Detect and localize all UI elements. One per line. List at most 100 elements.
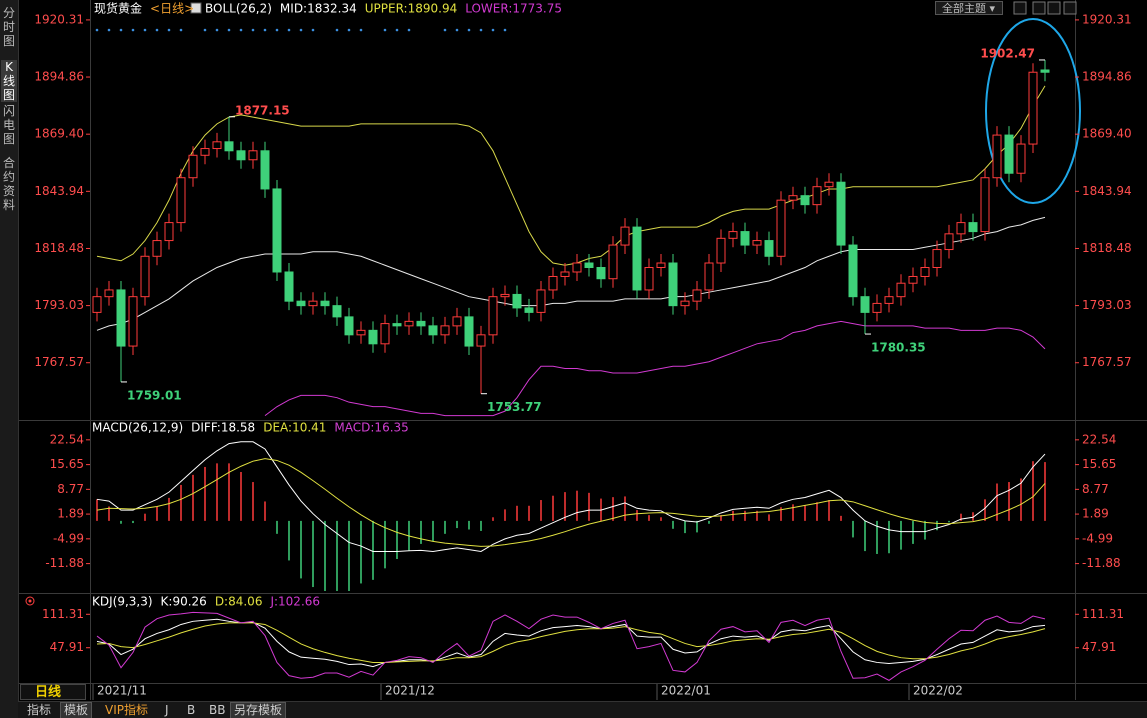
signal-dot — [503, 28, 507, 32]
button[interactable] — [1013, 1, 1027, 15]
y-tick-label: -4.99 — [1082, 531, 1113, 545]
y-tick-label: 15.65 — [1082, 457, 1116, 471]
y-tick-label: 1.89 — [57, 507, 84, 521]
y-tick-label: 1793.03 — [1082, 298, 1132, 312]
candle-body — [944, 233, 954, 251]
signal-dot — [491, 28, 495, 32]
toolbar-tab[interactable]: 模板 — [60, 702, 93, 718]
sidebar-tab[interactable]: 分时图 — [3, 6, 16, 48]
candle-body — [644, 267, 654, 291]
candle-body — [968, 222, 978, 233]
candle-body — [776, 199, 786, 257]
candle-body — [920, 267, 930, 277]
candle-body — [152, 240, 162, 257]
boll-icon[interactable] — [190, 2, 202, 14]
legend-text: D:84.06 — [215, 595, 263, 609]
extreme-label: 1902.47 — [980, 46, 1035, 60]
candle-body — [536, 289, 546, 313]
candle-body — [656, 262, 666, 268]
signal-dot — [227, 28, 231, 32]
toolbar-tab[interactable]: J — [165, 703, 169, 717]
legend-text: 现货黄金 — [94, 1, 142, 16]
y-tick-label: 47.91 — [1082, 640, 1116, 654]
y-tick-label: 22.54 — [50, 432, 84, 446]
indicator-line — [96, 611, 1046, 681]
toolbar-tab[interactable]: BB — [209, 703, 226, 717]
signal-dot — [95, 28, 99, 32]
toolbar-tab[interactable]: 另存模板 — [230, 702, 287, 718]
legend-text: K:90.26 — [161, 595, 207, 609]
candle-body — [440, 325, 450, 336]
candle-body — [632, 226, 642, 291]
candle-body — [332, 305, 342, 318]
legend-text: MACD:16.35 — [334, 421, 408, 435]
y-tick-label: 111.31 — [42, 607, 84, 621]
period-label[interactable]: 日线 — [20, 684, 86, 700]
candle-body — [320, 300, 330, 307]
candle-body — [800, 195, 810, 206]
indicator-line — [96, 622, 1046, 663]
legend-text: LOWER:1773.75 — [465, 2, 562, 16]
top-buttons — [1013, 1, 1077, 15]
candle-body — [1016, 143, 1026, 174]
candle-body — [416, 320, 426, 327]
candle-body — [344, 316, 354, 336]
candle-body — [92, 296, 102, 313]
button[interactable] — [1032, 1, 1046, 15]
candle-body — [188, 154, 198, 179]
extreme-label: 1753.77 — [487, 400, 542, 414]
candle-body — [596, 267, 606, 280]
signal-dot — [395, 28, 399, 32]
legend-text: BOLL(26,2) — [205, 2, 272, 16]
legend-text: MID:1832.34 — [280, 2, 357, 16]
candle-body — [116, 289, 126, 347]
legend-text: <日线> — [150, 2, 194, 16]
kdj-icon[interactable] — [25, 596, 35, 606]
signal-dot — [467, 28, 471, 32]
y-tick-label: -11.88 — [1082, 556, 1121, 570]
candle-body — [356, 329, 366, 336]
extreme-label: 1780.35 — [871, 341, 926, 355]
sidebar-tab[interactable]: 合约资料 — [3, 156, 16, 212]
theme-select[interactable]: 全部主题 ▾ — [935, 1, 1003, 15]
candle-body — [200, 148, 210, 156]
y-tick-label: 22.54 — [1082, 432, 1116, 446]
signal-dot — [443, 28, 447, 32]
candle-body — [452, 316, 462, 327]
signal-dot — [347, 28, 351, 32]
signal-dot — [131, 28, 135, 32]
button[interactable] — [1063, 1, 1077, 15]
signal-dot — [311, 28, 315, 32]
candle-body — [1028, 71, 1038, 145]
signal-dot — [119, 28, 123, 32]
sidebar-tab[interactable]: K线图 — [1, 60, 17, 102]
candle-body — [716, 237, 726, 264]
sidebar: 分时图 K线图 闪电图 合约资料 — [0, 0, 19, 718]
candle-body — [740, 231, 750, 246]
y-tick-label: -11.88 — [45, 556, 84, 570]
x-tick-label: 2022/01 — [661, 684, 711, 698]
candle-body — [236, 150, 246, 161]
signal-dot — [335, 28, 339, 32]
toolbar-tab[interactable]: VIP指标 — [105, 703, 148, 717]
y-tick-label: 1920.31 — [34, 12, 84, 26]
candle-body — [500, 293, 510, 298]
x-tick-label: 2022/02 — [913, 684, 963, 698]
candle-body — [308, 300, 318, 307]
candle-body — [548, 275, 558, 291]
bottom-toolbar: 指标 模板 VIP指标 J B BB 另存模板 — [18, 701, 1147, 718]
candle-body — [812, 186, 822, 206]
legend-text: DIFF:18.58 — [191, 421, 255, 435]
y-tick-label: -4.99 — [53, 531, 84, 545]
y-tick-label: 1767.57 — [1082, 355, 1132, 369]
y-tick-label: 1869.40 — [34, 127, 84, 141]
sidebar-tab[interactable]: 闪电图 — [3, 104, 16, 146]
button[interactable] — [1047, 1, 1061, 15]
toolbar-tab[interactable]: B — [187, 703, 196, 717]
legend-text: DEA:10.41 — [263, 421, 326, 435]
y-tick-label: 1.89 — [1082, 507, 1109, 521]
candle-body — [572, 262, 582, 273]
toolbar-tab[interactable]: 指标 — [27, 703, 52, 717]
signal-dot — [287, 28, 291, 32]
y-tick-label: 1894.86 — [1082, 70, 1132, 84]
